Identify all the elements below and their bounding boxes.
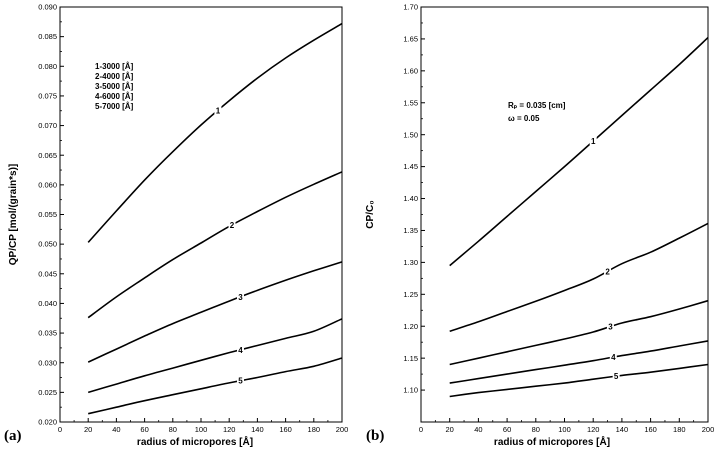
y-tick-label-a: 0.090 [38, 3, 57, 12]
y-tick-label-a: 0.070 [38, 121, 57, 130]
series-line-a-1 [87, 22, 343, 243]
series-label-bg-b [589, 136, 597, 146]
annotation-b: Rₚ = 0.035 [cm] [508, 101, 566, 110]
legend-entry-a: 4-6000 [Å] [95, 92, 134, 101]
x-tick-label-a: 40 [112, 425, 120, 434]
y-tick-label-b: 1.70 [403, 3, 418, 12]
series-label-b-5: 5 [614, 372, 619, 381]
series-line-b-5 [449, 363, 709, 398]
series-line-a-4 [87, 318, 343, 394]
x-tick-label-a: 160 [279, 425, 292, 434]
y-tick-label-b: 1.50 [403, 130, 418, 139]
y-tick-label-a: 0.060 [38, 180, 57, 189]
y-tick-label-b: 1.40 [403, 194, 418, 203]
x-tick-label-b: 20 [446, 425, 454, 434]
y-tick-label-b: 1.35 [403, 226, 418, 235]
y-tick-label-b: 1.55 [403, 98, 418, 107]
y-axis-title-a: QP/CP [mol/(grain*s)] [8, 164, 19, 266]
x-tick-label-b: 180 [673, 425, 686, 434]
series-label-bg-a [228, 219, 236, 229]
series-label-bg-b [612, 371, 620, 381]
x-tick-label-b: 200 [702, 425, 715, 434]
legend-entry-a: 3-5000 [Å] [95, 82, 134, 91]
y-tick-label-a: 0.075 [38, 92, 57, 101]
x-tick-label-a: 180 [308, 425, 321, 434]
y-tick-label-a: 0.045 [38, 269, 57, 278]
series-line-a-3 [87, 261, 343, 363]
legend-entry-a: 5-7000 [Å] [95, 102, 134, 111]
series-line-b-1 [449, 37, 709, 267]
annotation-b: ω = 0.05 [508, 114, 540, 123]
x-tick-label-b: 140 [616, 425, 629, 434]
y-tick-label-a: 0.025 [38, 388, 57, 397]
x-axis-title-a: radius of micropores [Å] [137, 435, 253, 448]
y-tick-label-a: 0.030 [38, 358, 57, 367]
x-tick-label-a: 80 [169, 425, 177, 434]
x-tick-label-b: 100 [558, 425, 571, 434]
series-label-bg-b [606, 321, 614, 331]
legend-entry-a: 2-4000 [Å] [95, 72, 134, 81]
y-tick-label-b: 1.65 [403, 35, 418, 44]
series-label-b-2: 2 [605, 267, 610, 276]
y-tick-label-b: 1.15 [403, 354, 418, 363]
y-tick-label-a: 0.065 [38, 151, 57, 160]
x-tick-label-b: 60 [503, 425, 511, 434]
y-tick-label-b: 1.60 [403, 66, 418, 75]
x-axis-title-b: radius of micropores [Å] [494, 435, 610, 448]
x-tick-label-b: 0 [419, 425, 423, 434]
y-tick-label-b: 1.45 [403, 162, 418, 171]
x-tick-label-b: 80 [532, 425, 540, 434]
x-tick-label-a: 120 [223, 425, 236, 434]
series-label-bg-b [609, 352, 617, 362]
series-label-b-4: 4 [611, 353, 616, 362]
panel-b-label: (b) [366, 428, 385, 444]
x-tick-label-b: 40 [474, 425, 482, 434]
series-line-a-2 [87, 171, 343, 319]
y-tick-label-a: 0.085 [38, 32, 57, 41]
x-tick-label-b: 120 [587, 425, 600, 434]
y-tick-label-b: 1.30 [403, 258, 418, 267]
series-line-a-5 [88, 357, 343, 415]
series-label-b-3: 3 [608, 323, 613, 332]
series-label-bg-a [214, 105, 222, 115]
y-tick-label-a: 0.080 [38, 62, 57, 71]
y-tick-label-a: 0.050 [38, 240, 57, 249]
series-label-a-3: 3 [238, 293, 243, 302]
series-label-b-1: 1 [591, 137, 596, 146]
x-tick-label-a: 100 [195, 425, 208, 434]
plot-frame-b [420, 6, 709, 423]
y-tick-label-a: 0.035 [38, 329, 57, 338]
x-tick-label-a: 140 [251, 425, 264, 434]
series-label-a-2: 2 [230, 221, 235, 230]
series-line-b-2 [449, 222, 709, 333]
y-tick-label-b: 1.10 [403, 386, 418, 395]
legend-entry-a: 1-3000 [Å] [95, 62, 134, 71]
y-tick-label-a: 0.040 [38, 299, 57, 308]
series-label-a-4: 4 [238, 346, 243, 355]
panel-a-label: (a) [4, 428, 22, 444]
series-label-bg-a [236, 291, 244, 301]
series-line-b-3 [449, 299, 709, 366]
y-axis-title-b: CP/C₀ [365, 200, 376, 228]
series-label-bg-b [604, 266, 612, 276]
series-label-bg-a [236, 375, 244, 385]
x-tick-label-a: 0 [58, 425, 62, 434]
series-label-bg-a [236, 344, 244, 354]
series-line-b-4 [449, 340, 709, 384]
y-tick-label-a: 0.020 [38, 418, 57, 427]
x-tick-label-a: 20 [84, 425, 92, 434]
y-tick-label-a: 0.055 [38, 210, 57, 219]
series-label-a-5: 5 [238, 377, 243, 386]
x-tick-label-a: 200 [336, 425, 349, 434]
y-tick-label-b: 1.25 [403, 290, 418, 299]
series-label-a-1: 1 [216, 106, 221, 115]
x-tick-label-b: 160 [644, 425, 657, 434]
y-tick-label-b: 1.20 [403, 322, 418, 331]
x-tick-label-a: 60 [140, 425, 148, 434]
